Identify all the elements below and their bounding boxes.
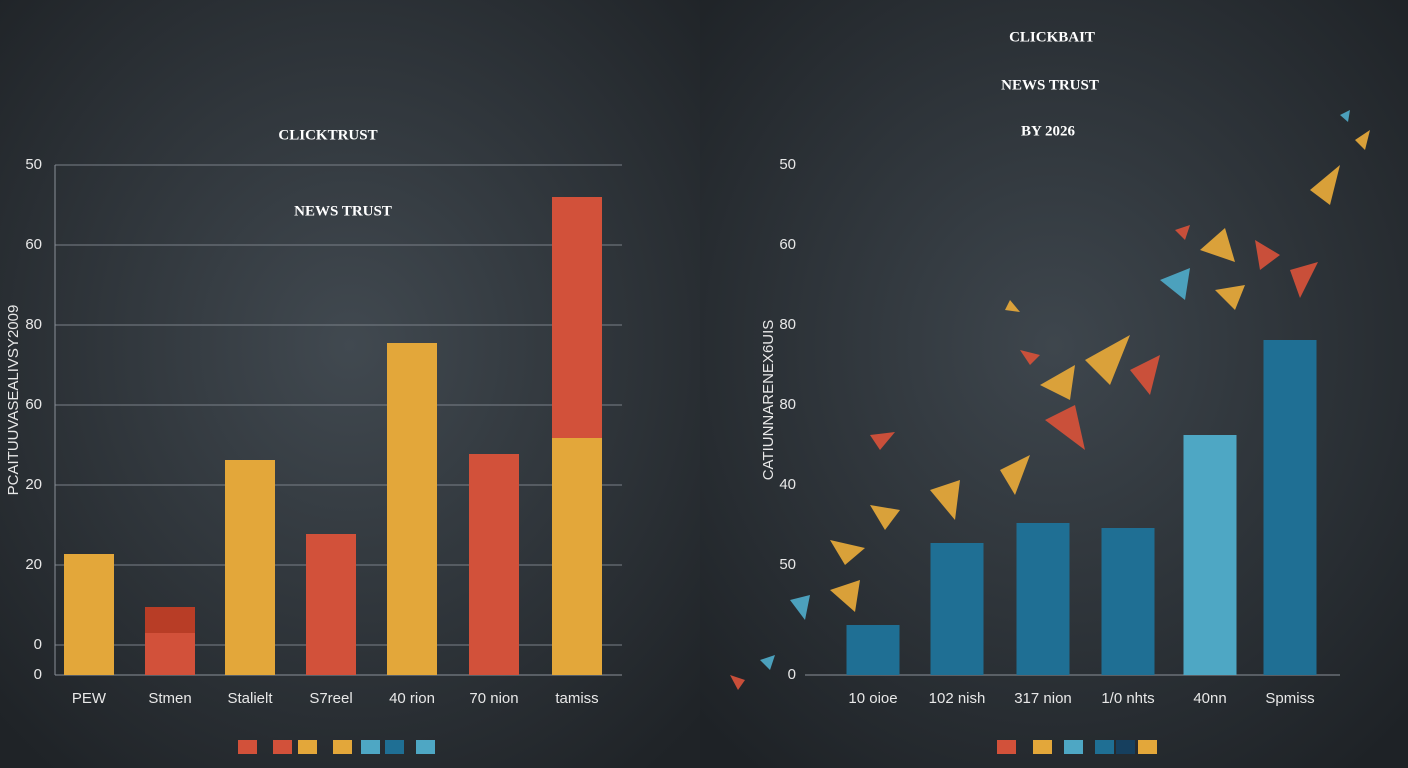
chart-title: NEWS TRUST bbox=[294, 203, 392, 219]
x-tick-label: Stalielt bbox=[227, 690, 273, 707]
y-tick-label: 0 bbox=[34, 636, 42, 653]
bar-segment bbox=[225, 460, 275, 675]
y-tick-label: 60 bbox=[25, 396, 42, 413]
bar bbox=[930, 543, 984, 675]
bar-segment bbox=[306, 534, 356, 675]
x-tick-label: Stmen bbox=[148, 690, 191, 707]
y-tick-label: 20 bbox=[25, 476, 42, 493]
y-tick-label: 80 bbox=[779, 396, 796, 413]
bar-segment bbox=[469, 454, 519, 675]
x-tick-label: 70 nion bbox=[469, 690, 518, 707]
y-tick-label: 0 bbox=[34, 666, 42, 683]
x-tick-label: 40nn bbox=[1193, 690, 1226, 707]
x-tick-label: S7reel bbox=[309, 690, 352, 707]
x-tick-label: 10 oioe bbox=[848, 690, 897, 707]
x-tick-label: 1/0 nhts bbox=[1101, 690, 1154, 707]
y-tick-label: 80 bbox=[779, 316, 796, 333]
y-tick-label: 50 bbox=[779, 556, 796, 573]
bar-segment bbox=[145, 633, 195, 675]
bar bbox=[1016, 523, 1070, 675]
bar-segment bbox=[552, 197, 602, 438]
x-tick-label: 102 nish bbox=[929, 690, 986, 707]
bar bbox=[1263, 340, 1317, 675]
x-tick-label: 40 rion bbox=[389, 690, 435, 707]
y-tick-label: 40 bbox=[779, 476, 796, 493]
bar-segment bbox=[387, 343, 437, 675]
x-tick-label: Spmiss bbox=[1265, 690, 1314, 707]
y-tick-label: 60 bbox=[779, 236, 796, 253]
y-tick-label: 60 bbox=[25, 236, 42, 253]
right-legend bbox=[997, 740, 1157, 754]
chart-title-line: BY 2026 bbox=[1021, 123, 1076, 139]
y-tick-label: 0 bbox=[788, 666, 796, 683]
left-legend bbox=[238, 740, 435, 754]
bar bbox=[846, 625, 900, 675]
x-tick-label: PEW bbox=[72, 690, 107, 707]
bar bbox=[1101, 528, 1155, 675]
y-tick-label: 50 bbox=[779, 156, 796, 173]
bar-segment bbox=[552, 438, 602, 675]
shards bbox=[730, 110, 1370, 690]
x-tick-label: tamiss bbox=[555, 690, 598, 707]
bar bbox=[1183, 435, 1237, 675]
y-tick-label: 50 bbox=[25, 156, 42, 173]
x-tick-label: 317 nion bbox=[1014, 690, 1072, 707]
chart-title-line: NEWS TRUST bbox=[1001, 77, 1099, 93]
y-tick-label: 20 bbox=[25, 556, 42, 573]
chart-title-line: CLICKBAIT bbox=[1009, 29, 1095, 45]
y-axis-label: CATIUNNARENEX6UIS bbox=[760, 320, 777, 481]
bar-segment bbox=[145, 607, 195, 633]
bar-segment bbox=[64, 554, 114, 675]
chart-supertitle: CLICKTRUST bbox=[278, 127, 377, 143]
y-tick-label: 80 bbox=[25, 316, 42, 333]
y-axis-label: PCAITUUVASEALIVSY2009 bbox=[5, 305, 22, 496]
